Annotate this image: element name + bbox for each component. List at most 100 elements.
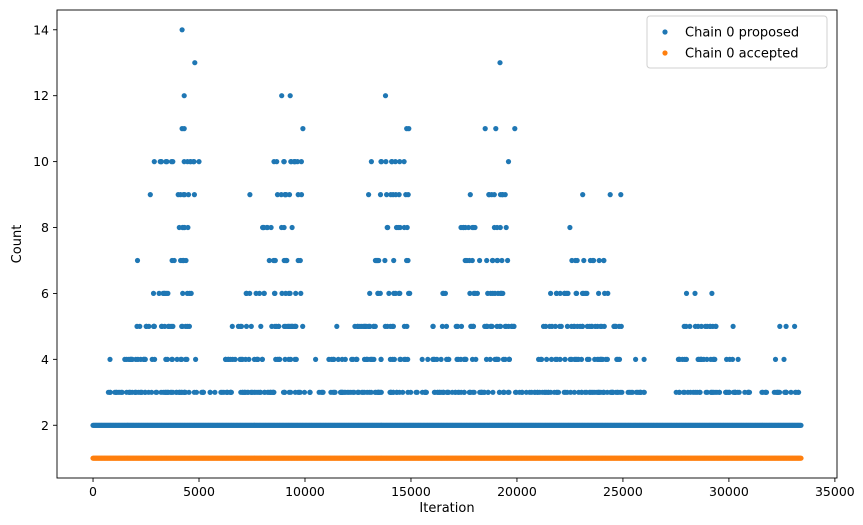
- proposed-point: [207, 389, 213, 395]
- x-axis-label: Iteration: [419, 501, 474, 516]
- proposed-point: [134, 257, 141, 264]
- proposed-point: [551, 389, 558, 395]
- proposed-point: [372, 257, 378, 264]
- proposed-point: [472, 290, 478, 296]
- proposed-point: [245, 389, 251, 395]
- proposed-point: [164, 159, 170, 165]
- proposed-point: [613, 323, 619, 329]
- proposed-point: [580, 192, 586, 198]
- proposed-point: [580, 323, 586, 329]
- proposed-point: [600, 389, 607, 395]
- proposed-point: [497, 60, 503, 66]
- proposed-point: [490, 290, 496, 296]
- proposed-point: [484, 257, 490, 264]
- proposed-point: [382, 257, 388, 264]
- proposed-point: [406, 126, 412, 132]
- proposed-point: [679, 356, 686, 362]
- proposed-point: [683, 323, 689, 329]
- proposed-point: [505, 389, 511, 395]
- proposed-point: [462, 257, 468, 264]
- legend-marker-proposed: [662, 29, 668, 35]
- proposed-point: [710, 389, 716, 395]
- proposed-point: [179, 389, 185, 395]
- proposed-point: [536, 356, 542, 362]
- proposed-point: [404, 323, 410, 329]
- proposed-point: [334, 323, 340, 329]
- proposed-point: [502, 323, 508, 329]
- proposed-point: [261, 290, 267, 296]
- proposed-point: [164, 389, 170, 395]
- proposed-point: [387, 323, 393, 329]
- proposed-point: [581, 290, 587, 296]
- proposed-point: [490, 389, 496, 395]
- proposed-point: [707, 323, 714, 329]
- proposed-point: [191, 389, 197, 395]
- proposed-point: [369, 356, 375, 362]
- proposed-point: [364, 356, 370, 362]
- proposed-point: [637, 389, 644, 395]
- proposed-point: [486, 192, 492, 198]
- proposed-point: [279, 93, 285, 99]
- legend-marker-accepted: [662, 50, 668, 56]
- proposed-point: [713, 323, 719, 329]
- proposed-point: [726, 389, 733, 395]
- proposed-point: [562, 356, 568, 362]
- proposed-point: [692, 389, 698, 395]
- proposed-point: [282, 257, 288, 264]
- proposed-point: [581, 257, 587, 264]
- proposed-point: [397, 356, 403, 362]
- proposed-point: [184, 356, 190, 362]
- proposed-point: [178, 257, 184, 264]
- proposed-point: [497, 224, 503, 231]
- proposed-point: [298, 290, 304, 296]
- proposed-point: [274, 192, 281, 198]
- proposed-point: [301, 389, 308, 395]
- proposed-point: [185, 192, 192, 198]
- proposed-point: [129, 356, 135, 362]
- proposed-point: [584, 356, 591, 362]
- proposed-point: [506, 356, 512, 362]
- proposed-point: [186, 323, 192, 329]
- proposed-point: [730, 323, 736, 329]
- proposed-point: [388, 192, 394, 198]
- proposed-point: [181, 159, 187, 165]
- proposed-point: [163, 356, 169, 362]
- proposed-point: [247, 290, 253, 296]
- proposed-point: [193, 356, 199, 362]
- proposed-point: [237, 323, 243, 329]
- proposed-point: [367, 290, 373, 296]
- proposed-point: [590, 257, 596, 264]
- proposed-point: [143, 323, 149, 329]
- proposed-point: [166, 323, 172, 329]
- proposed-point: [282, 356, 288, 362]
- proposed-point: [171, 257, 177, 264]
- proposed-point: [517, 389, 523, 395]
- proposed-point: [446, 356, 452, 362]
- y-tick-label: 4: [41, 352, 49, 367]
- proposed-point: [405, 192, 411, 198]
- proposed-point: [716, 389, 723, 395]
- proposed-point: [218, 389, 224, 395]
- proposed-point: [259, 356, 265, 362]
- proposed-point: [774, 389, 781, 395]
- proposed-point: [368, 389, 374, 395]
- proposed-point: [147, 192, 153, 198]
- proposed-point: [763, 389, 770, 395]
- proposed-point: [703, 389, 709, 395]
- proposed-point: [387, 356, 393, 362]
- proposed-point: [482, 323, 488, 329]
- proposed-point: [490, 257, 496, 264]
- proposed-point: [151, 323, 157, 329]
- proposed-point: [365, 323, 371, 329]
- proposed-point: [781, 356, 787, 362]
- proposed-point: [288, 389, 294, 395]
- proposed-point: [760, 389, 766, 395]
- proposed-point: [709, 290, 715, 296]
- proposed-point: [382, 93, 389, 99]
- proposed-point: [477, 257, 483, 264]
- proposed-point: [697, 389, 703, 395]
- proposed-point: [385, 224, 391, 231]
- proposed-point: [501, 389, 507, 395]
- proposed-point: [548, 356, 555, 362]
- y-axis-label: Count: [10, 225, 25, 264]
